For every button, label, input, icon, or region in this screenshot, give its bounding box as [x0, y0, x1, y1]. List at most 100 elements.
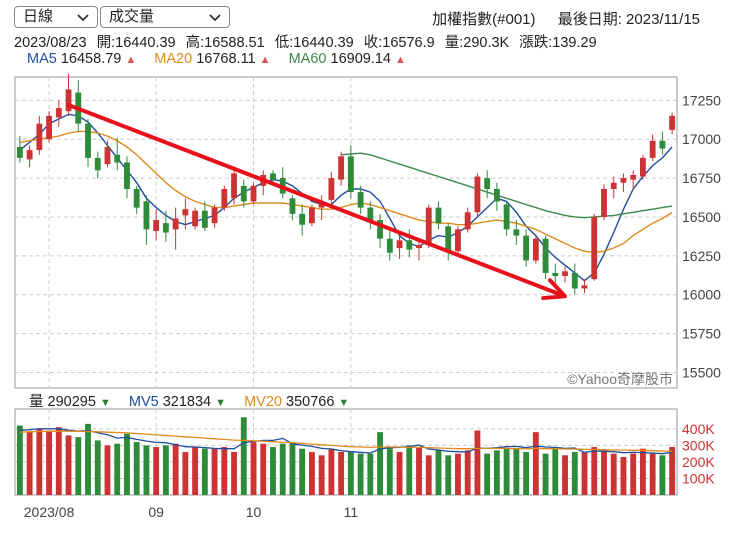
mv20-value: 350766	[286, 394, 335, 410]
candle-body	[36, 123, 43, 151]
candle-body	[493, 188, 500, 202]
volume-bars	[16, 417, 676, 495]
volume-bar	[153, 447, 160, 495]
volume-bar	[192, 447, 199, 495]
mv-lines	[19, 428, 673, 455]
mv20-label: MV20	[244, 394, 282, 410]
candle-body	[571, 272, 578, 289]
price-panel-frame	[14, 76, 678, 389]
candle-body	[532, 238, 539, 261]
mv5-legend: MV5 321834 ▼	[129, 394, 230, 410]
ma5-label: MA5	[27, 51, 57, 67]
mv20-legend: MV20 350766 ▼	[244, 394, 349, 410]
candle-body	[133, 188, 140, 208]
volume-bar	[172, 443, 179, 495]
candle-body	[16, 146, 23, 158]
candle-body	[386, 238, 393, 253]
candle-body	[542, 238, 549, 273]
vol-label: 量	[29, 394, 44, 410]
period-select[interactable]: 日線	[14, 6, 98, 28]
volume-bar	[328, 448, 335, 495]
candle-body	[55, 108, 62, 118]
mv5-label: MV5	[128, 394, 159, 410]
volume-bar	[435, 450, 442, 495]
candle-body	[85, 123, 91, 158]
price-tick-label: 16000	[682, 287, 721, 303]
ma60-line	[341, 152, 673, 219]
volume-tick-label: 400K	[682, 421, 715, 437]
candle-body	[347, 156, 354, 193]
volume-bar	[610, 453, 617, 495]
ma60-label: MA60	[288, 51, 327, 67]
volume-bar	[649, 453, 656, 495]
down-arrow-icon: ▼	[99, 397, 111, 409]
trend-arrow-shaft	[66, 102, 562, 297]
volume-bar	[542, 453, 549, 495]
candle-body	[309, 207, 315, 224]
candle-body	[211, 207, 218, 224]
volume-bar	[182, 452, 189, 495]
ma20-legend: MA20 16768.11 ▲	[154, 51, 274, 67]
volume-bar	[474, 430, 481, 495]
quote-open: 開:16440.39	[96, 35, 176, 51]
volume-bar	[94, 440, 101, 495]
candle-body	[562, 271, 568, 277]
candle-body	[484, 178, 491, 189]
volume-bar	[581, 452, 588, 495]
candle-body	[377, 220, 383, 239]
candle-body	[425, 207, 432, 245]
volume-bar	[26, 432, 33, 495]
candle-body	[367, 207, 374, 221]
chevron-down-icon	[209, 14, 221, 22]
candle-body	[124, 162, 130, 189]
candle-body	[192, 210, 199, 227]
volume-bar	[338, 452, 345, 495]
candle-body	[406, 240, 413, 250]
quote-bar: 2023/08/23 開:16440.39 高:16588.51 低:16440…	[14, 31, 603, 52]
quote-date: 2023/08/23	[14, 35, 87, 51]
candle-body	[46, 115, 52, 140]
indicator-select[interactable]: 成交量	[100, 6, 230, 28]
candle-body	[445, 226, 452, 252]
candle-body	[591, 216, 598, 280]
volume-bar	[591, 447, 598, 495]
candle-body	[94, 157, 101, 171]
volume-grid	[15, 428, 677, 479]
quote-change: 漲跌:139.29	[519, 35, 597, 51]
candle-body	[416, 244, 422, 249]
volume-bar	[279, 443, 286, 495]
candle-body	[455, 229, 461, 252]
volume-bar	[16, 425, 23, 495]
quote-low: 低:16440.39	[274, 35, 354, 51]
candle-body	[162, 223, 169, 233]
candle-body	[620, 178, 627, 183]
candle-body	[172, 218, 179, 230]
volume-bar	[552, 448, 559, 495]
ma20-label: MA20	[154, 51, 193, 67]
candle-body	[640, 157, 646, 177]
period-select-value: 日線	[23, 8, 54, 25]
volume-bar	[211, 448, 218, 495]
candle-body	[396, 240, 403, 249]
volume-bar	[455, 453, 461, 495]
down-arrow-icon: ▼	[338, 397, 350, 409]
volume-bar	[124, 433, 130, 495]
volume-bar	[270, 447, 276, 495]
volume-bar	[143, 445, 150, 495]
candle-body	[610, 182, 617, 189]
candle-body	[464, 212, 471, 230]
candle-body	[143, 201, 150, 230]
chevron-down-icon	[77, 14, 89, 22]
ma5-value: 16458.79	[60, 51, 122, 67]
volume-bar	[46, 430, 52, 495]
price-grid	[15, 77, 677, 495]
candle-body	[75, 92, 82, 124]
volume-bar	[620, 456, 627, 495]
candle-body	[669, 115, 676, 130]
volume-bar	[523, 452, 530, 495]
candle-body	[260, 174, 267, 186]
candle-body	[474, 176, 481, 213]
volume-tick-label: 100K	[682, 470, 715, 486]
volume-bar	[445, 455, 452, 495]
